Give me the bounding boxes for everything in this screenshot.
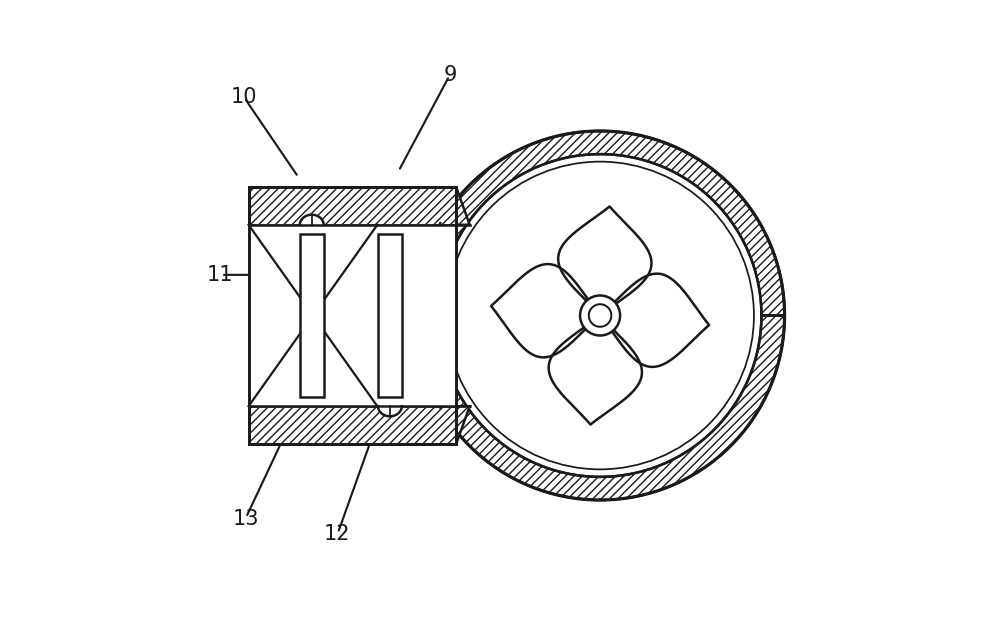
Text: 9: 9 [443,65,457,85]
Polygon shape [416,131,785,500]
Polygon shape [456,406,470,444]
Polygon shape [549,316,642,425]
Bar [249,187,456,444]
Polygon shape [378,406,402,416]
Bar [249,225,456,406]
Text: 11: 11 [207,265,233,285]
Circle shape [580,295,620,336]
Text: 13: 13 [232,509,259,529]
Text: 10: 10 [230,86,257,107]
Polygon shape [491,264,600,357]
Circle shape [589,304,611,327]
Bar [249,187,456,444]
Circle shape [439,154,761,477]
Bar [249,187,456,225]
Polygon shape [300,215,324,225]
Polygon shape [456,187,470,225]
Bar [378,234,402,397]
Text: 12: 12 [324,524,351,545]
Bar [249,406,456,444]
Polygon shape [558,206,651,316]
Polygon shape [600,274,709,367]
Bar [300,234,324,397]
